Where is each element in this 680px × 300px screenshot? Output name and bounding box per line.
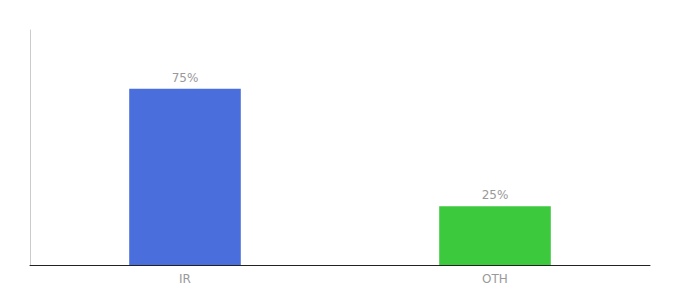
svg-text:IR: IR: [179, 272, 191, 286]
svg-text:25%: 25%: [482, 188, 509, 202]
svg-text:75%: 75%: [172, 71, 199, 85]
svg-text:OTH: OTH: [482, 272, 508, 286]
